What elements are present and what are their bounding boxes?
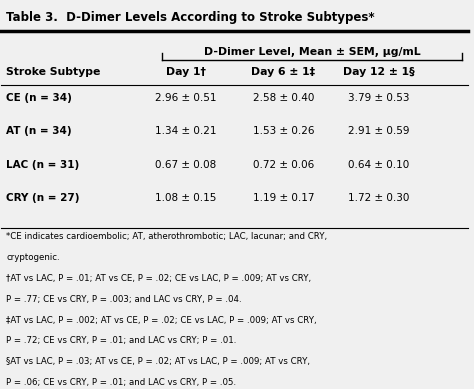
Text: 1.72 ± 0.30: 1.72 ± 0.30 (348, 193, 410, 203)
Text: †AT vs LAC, P = .01; AT vs CE, P = .02; CE vs LAC, P = .009; AT vs CRY,: †AT vs LAC, P = .01; AT vs CE, P = .02; … (6, 274, 311, 283)
Text: Table 3.  D-Dimer Levels According to Stroke Subtypes*: Table 3. D-Dimer Levels According to Str… (6, 11, 374, 24)
Text: 3.79 ± 0.53: 3.79 ± 0.53 (348, 93, 410, 103)
Text: D-Dimer Level, Mean ± SEM, μg/mL: D-Dimer Level, Mean ± SEM, μg/mL (204, 47, 420, 56)
Text: 2.58 ± 0.40: 2.58 ± 0.40 (253, 93, 314, 103)
Text: 1.08 ± 0.15: 1.08 ± 0.15 (155, 193, 216, 203)
Text: 1.53 ± 0.26: 1.53 ± 0.26 (253, 126, 314, 136)
Text: AT (n = 34): AT (n = 34) (6, 126, 72, 136)
Text: P = .06; CE vs CRY, P = .01; and LAC vs CRY, P = .05.: P = .06; CE vs CRY, P = .01; and LAC vs … (6, 378, 236, 387)
Text: cryptogenic.: cryptogenic. (6, 253, 60, 262)
Text: CE (n = 34): CE (n = 34) (6, 93, 72, 103)
Text: Stroke Subtype: Stroke Subtype (6, 67, 100, 77)
Text: CRY (n = 27): CRY (n = 27) (6, 193, 80, 203)
Text: §AT vs LAC, P = .03; AT vs CE, P = .02; AT vs LAC, P = .009; AT vs CRY,: §AT vs LAC, P = .03; AT vs CE, P = .02; … (6, 357, 310, 366)
Text: 1.19 ± 0.17: 1.19 ± 0.17 (253, 193, 314, 203)
Text: 1.34 ± 0.21: 1.34 ± 0.21 (155, 126, 216, 136)
Text: Day 1†: Day 1† (165, 67, 206, 77)
Text: 0.67 ± 0.08: 0.67 ± 0.08 (155, 159, 216, 170)
Text: 0.72 ± 0.06: 0.72 ± 0.06 (253, 159, 314, 170)
Text: 0.64 ± 0.10: 0.64 ± 0.10 (348, 159, 410, 170)
Text: Day 6 ± 1‡: Day 6 ± 1‡ (251, 67, 316, 77)
Text: 2.96 ± 0.51: 2.96 ± 0.51 (155, 93, 216, 103)
Text: *CE indicates cardioembolic; AT, atherothrombotic; LAC, lacunar; and CRY,: *CE indicates cardioembolic; AT, atherot… (6, 232, 327, 242)
Text: Day 12 ± 1§: Day 12 ± 1§ (343, 67, 415, 77)
Text: P = .72; CE vs CRY, P = .01; and LAC vs CRY; P = .01.: P = .72; CE vs CRY, P = .01; and LAC vs … (6, 336, 237, 345)
Text: P = .77; CE vs CRY, P = .003; and LAC vs CRY, P = .04.: P = .77; CE vs CRY, P = .003; and LAC vs… (6, 295, 242, 304)
Text: LAC (n = 31): LAC (n = 31) (6, 159, 79, 170)
Text: ‡AT vs LAC, P = .002; AT vs CE, P = .02; CE vs LAC, P = .009; AT vs CRY,: ‡AT vs LAC, P = .002; AT vs CE, P = .02;… (6, 315, 317, 324)
Text: 2.91 ± 0.59: 2.91 ± 0.59 (348, 126, 410, 136)
